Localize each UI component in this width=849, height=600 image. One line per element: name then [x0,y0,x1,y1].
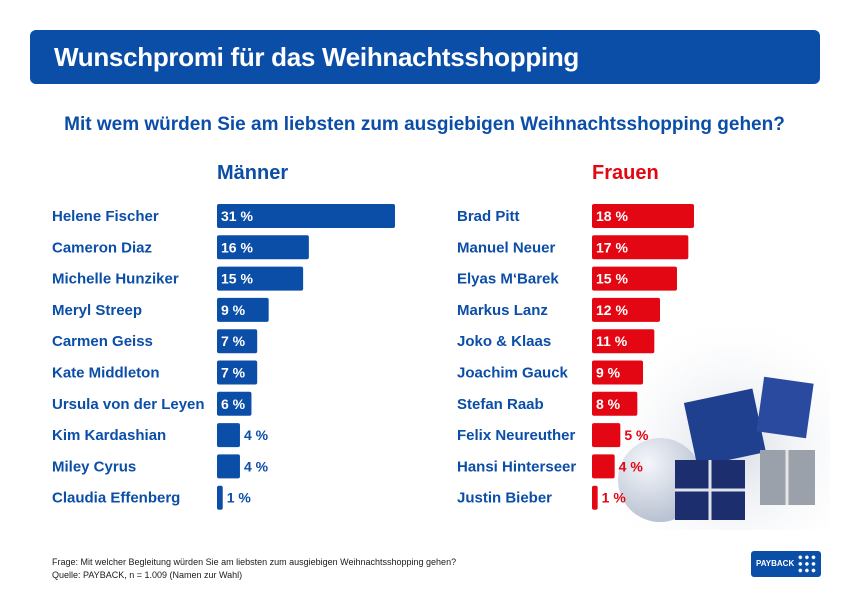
footer-source: Quelle: PAYBACK, n = 1.009 (Namen zur Wa… [52,570,243,580]
category-label-frauen: Justin Bieber [457,490,552,507]
data-label-maenner: 7 % [221,333,246,349]
data-label-maenner: 16 % [221,239,253,255]
category-label-frauen: Joko & Klaas [457,333,551,350]
data-label-frauen: 12 % [596,302,628,318]
category-label-maenner: Claudia Effenberg [52,490,180,507]
payback-logo-text: PAYBACK [756,559,795,568]
bar-maenner [217,454,240,479]
bar-maenner [217,297,269,322]
category-label-maenner: Kate Middleton [52,365,160,382]
bar-maenner [217,360,258,385]
bar-frauen [592,204,694,228]
data-label-frauen: 15 % [596,271,628,287]
data-label-frauen: 1 % [602,490,627,506]
category-label-maenner: Meryl Streep [52,302,142,319]
bar-frauen [592,485,598,510]
category-label-maenner: Ursula von der Leyen [52,396,205,413]
data-label-maenner: 6 % [221,396,246,412]
category-label-frauen: Joachim Gauck [457,365,569,382]
category-label-frauen: Stefan Raab [457,396,544,413]
bar-frauen [592,329,655,354]
category-label-maenner: Michelle Hunziker [52,271,179,288]
data-label-frauen: 18 % [596,208,628,224]
bar-frauen [592,297,660,322]
data-label-frauen: 5 % [624,427,649,443]
data-label-frauen: 4 % [619,458,644,474]
data-label-maenner: 15 % [221,271,253,287]
footer-question: Frage: Mit welcher Begleitung würden Sie… [52,557,457,567]
data-label-maenner: 31 % [221,208,253,224]
category-label-frauen: Elyas M‘Barek [457,271,559,288]
gift-box-blue [683,388,766,467]
category-label-maenner: Carmen Geiss [52,333,153,350]
page-title: Wunschpromi für das Weihnachtsshopping [54,42,580,72]
payback-logo: PAYBACK [751,551,821,577]
gift-box-blue-small [756,376,814,439]
data-label-frauen: 17 % [596,239,628,255]
data-label-frauen: 11 % [596,333,628,349]
category-label-maenner: Helene Fischer [52,208,159,225]
bar-frauen [592,391,638,416]
data-label-maenner: 9 % [221,302,246,318]
data-label-maenner: 4 % [244,427,269,443]
data-label-frauen: 9 % [596,365,621,381]
bar-frauen [592,235,689,260]
bar-frauen [592,360,643,385]
bar-maenner [217,485,223,510]
bar-maenner [217,266,304,291]
category-label-frauen: Markus Lanz [457,302,548,319]
data-label-maenner: 1 % [227,490,252,506]
bar-maenner [217,423,240,448]
category-label-frauen: Manuel Neuer [457,239,556,256]
bar-maenner [217,391,252,416]
data-label-maenner: 4 % [244,458,269,474]
chart-title-frauen: Frauen [592,162,659,184]
bar-maenner [217,204,395,228]
bar-maenner [217,329,258,354]
payback-logo-dots [797,554,817,574]
bar-frauen [592,266,677,291]
bar-maenner [217,235,309,260]
data-label-maenner: 7 % [221,365,246,381]
category-label-frauen: Felix Neureuther [457,427,576,444]
chart-title-maenner: Männer [217,162,289,184]
category-label-maenner: Kim Kardashian [52,427,166,444]
title-banner: Wunschpromi für das Weihnachtsshopping [30,30,820,84]
bar-frauen [592,423,621,448]
survey-question: Mit wem würden Sie am liebsten zum ausgi… [64,114,785,135]
category-label-frauen: Brad Pitt [457,208,520,225]
bar-frauen [592,454,615,479]
category-label-maenner: Cameron Diaz [52,239,152,256]
category-label-frauen: Hansi Hinterseer [457,458,576,475]
category-label-maenner: Miley Cyrus [52,458,136,475]
data-label-frauen: 8 % [596,396,621,412]
